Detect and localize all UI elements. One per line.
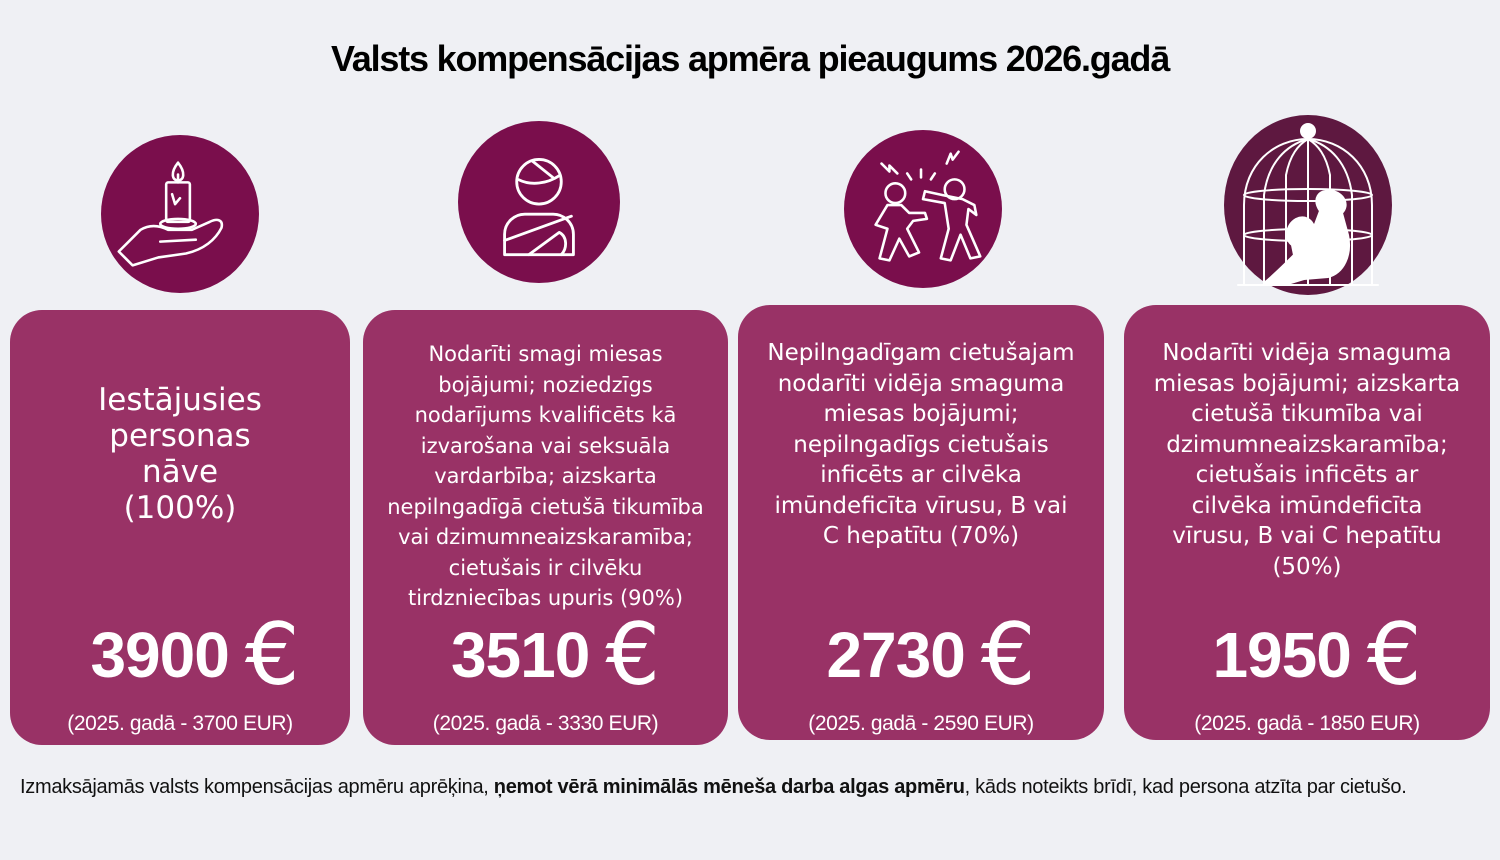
footnote-text-end: , kāds noteikts brīdī, kad persona atzīt…	[964, 776, 1407, 798]
hand-holding-candle-icon	[101, 135, 259, 293]
compensation-card-moderate-injury: Nodarīti vidēja smaguma miesas bojājumi;…	[1124, 305, 1490, 740]
euro-icon: €	[605, 605, 661, 705]
amount-value: 3510	[450, 619, 590, 691]
amount-value: 1950	[1212, 619, 1351, 691]
euro-icon: €	[1366, 605, 1422, 705]
footnote: Izmaksājamās valsts kompensācijas apmēru…	[20, 770, 1490, 804]
card-description: Iestājusies personas nāve (100%)	[98, 382, 262, 526]
fighting-people-icon	[844, 130, 1002, 288]
compensation-card-death: Iestājusies personas nāve (100%) 3900 € …	[10, 310, 350, 745]
amount-row: 2730 €	[758, 612, 1104, 698]
previous-year-amount: (2025. gadā - 3330 EUR)	[432, 712, 659, 735]
card-description: Nodarīti vidēja smaguma miesas bojājumi;…	[1153, 340, 1461, 580]
euro-icon: €	[244, 605, 300, 705]
compensation-card-minor-moderate-injury: Nepilngadīgam cietušajam nodarīti vidēja…	[738, 305, 1104, 740]
page-title: Valsts kompensācijas apmēra pieaugums 20…	[330, 38, 1170, 79]
footnote-emphasis: ņemot vērā minimālās mēneša darba algas …	[493, 776, 965, 798]
euro-icon: €	[980, 605, 1036, 705]
amount-row: 3510 €	[383, 612, 728, 698]
amount-row: 3900 €	[40, 612, 350, 698]
injured-person-sling-icon	[458, 121, 620, 283]
card-description: Nepilngadīgam cietušajam nodarīti vidēja…	[767, 340, 1075, 549]
person-in-cage-icon	[1224, 115, 1392, 295]
amount-row: 1950 €	[1144, 612, 1490, 698]
amount-value: 2730	[826, 619, 965, 691]
footnote-text: Izmaksājamās valsts kompensācijas apmēru…	[20, 776, 494, 798]
previous-year-amount: (2025. gadā - 1850 EUR)	[1194, 712, 1420, 735]
previous-year-amount: (2025. gadā - 2590 EUR)	[808, 712, 1034, 735]
previous-year-amount: (2025. gadā - 3700 EUR)	[67, 712, 293, 735]
amount-value: 3900	[90, 619, 229, 691]
card-description: Nodarīti smagi miesas bojājumi; noziedzī…	[387, 342, 704, 610]
compensation-card-severe-injury: Nodarīti smagi miesas bojājumi; noziedzī…	[363, 310, 728, 745]
